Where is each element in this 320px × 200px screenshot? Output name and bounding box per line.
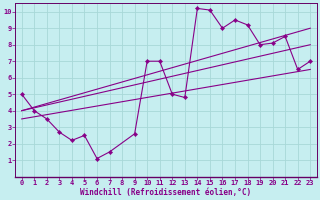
X-axis label: Windchill (Refroidissement éolien,°C): Windchill (Refroidissement éolien,°C) bbox=[80, 188, 252, 197]
